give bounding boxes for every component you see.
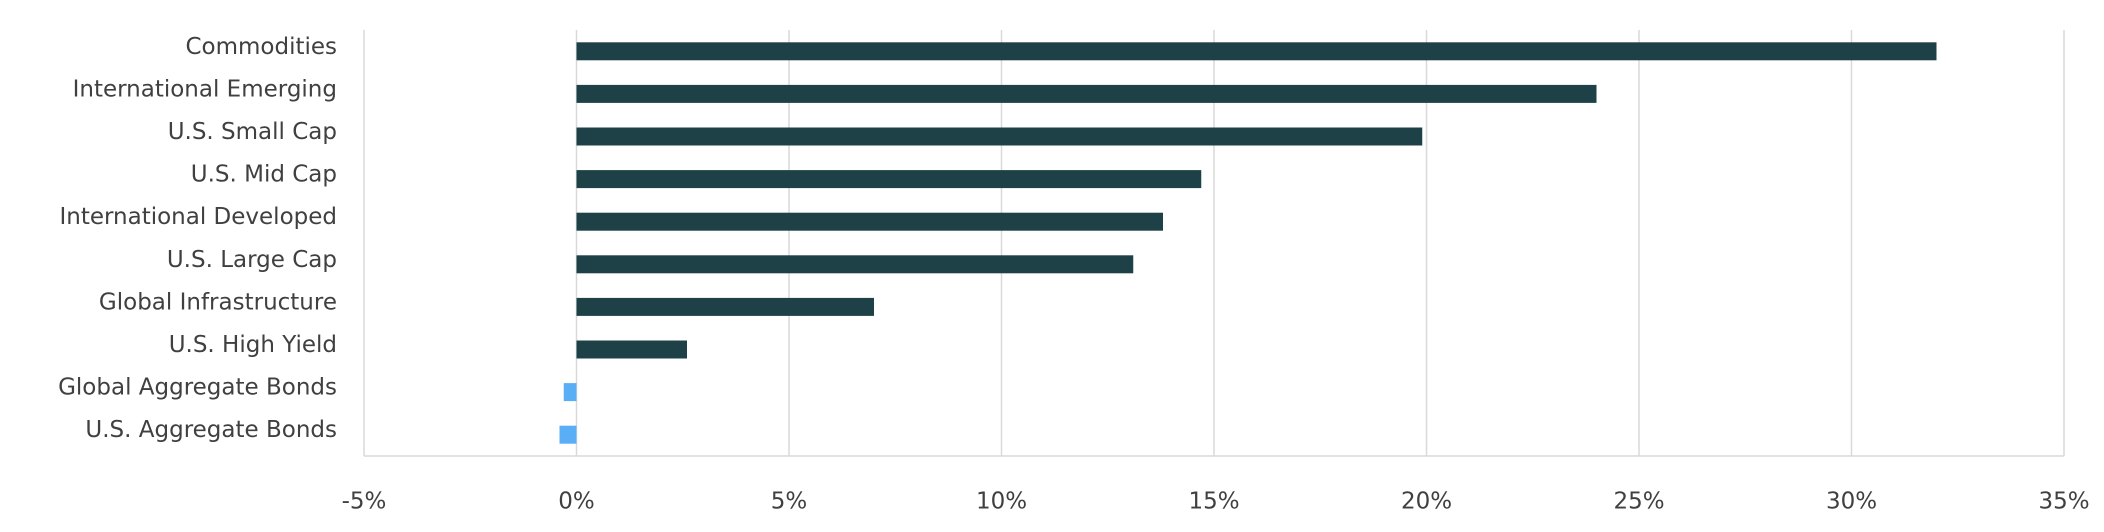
bar — [576, 127, 1423, 146]
x-tick-label: 30% — [1826, 489, 1877, 515]
y-tick-label: U.S. High Yield — [169, 332, 337, 358]
bar — [576, 297, 874, 316]
x-tick-label: 20% — [1401, 489, 1452, 515]
x-tick-label: -5% — [342, 489, 387, 515]
y-tick-label: Commodities — [185, 34, 337, 60]
y-tick-label: International Developed — [59, 204, 337, 230]
bar — [559, 425, 577, 444]
bar — [576, 84, 1597, 103]
y-tick-label: U.S. Aggregate Bonds — [85, 417, 337, 443]
y-tick-label: Global Aggregate Bonds — [58, 375, 337, 401]
y-tick-label: U.S. Mid Cap — [191, 162, 337, 188]
y-tick-label: Global Infrastructure — [99, 289, 337, 315]
x-tick-label: 5% — [771, 489, 808, 515]
bar — [563, 383, 577, 402]
bar — [576, 340, 687, 359]
y-tick-label: U.S. Small Cap — [168, 119, 337, 145]
bar — [576, 212, 1163, 231]
bar — [576, 255, 1134, 274]
y-tick-label: U.S. Large Cap — [167, 247, 337, 273]
y-tick-label: International Emerging — [73, 76, 337, 102]
bar — [576, 42, 1937, 61]
x-tick-label: 15% — [1188, 489, 1239, 515]
x-tick-label: 0% — [558, 489, 595, 515]
x-tick-label: 25% — [1613, 489, 1664, 515]
x-tick-label: 35% — [2038, 489, 2089, 515]
x-tick-label: 10% — [976, 489, 1027, 515]
bar — [576, 170, 1202, 189]
